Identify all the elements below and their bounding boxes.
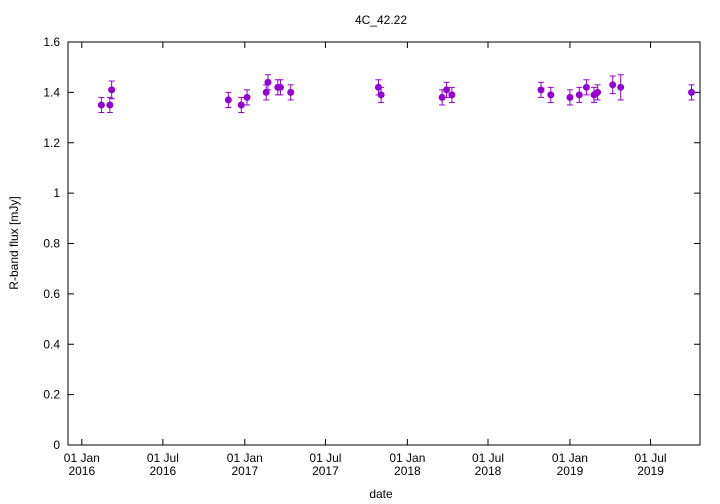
data-point: [243, 89, 251, 106]
data-point: [566, 89, 574, 106]
data-point: [106, 96, 114, 114]
x-tick-label: 01 Jul: [472, 451, 504, 465]
plot-frame: [67, 41, 701, 446]
data-point: [276, 79, 284, 96]
data-marker: [594, 88, 602, 96]
data-marker: [97, 101, 105, 109]
data-marker: [537, 86, 545, 94]
x-tick-label: 01 Jul: [635, 451, 667, 465]
data-point: [262, 84, 270, 101]
data-marker: [264, 78, 272, 86]
data-point: [688, 84, 696, 101]
data-point: [575, 86, 583, 103]
data-point: [448, 86, 456, 103]
y-tick-label: 0.8: [43, 237, 60, 251]
data-marker: [438, 93, 446, 101]
data-point: [537, 81, 545, 98]
data-points: [97, 74, 696, 114]
data-marker: [575, 91, 583, 99]
y-tick-label: 1.2: [43, 136, 60, 150]
data-marker: [547, 91, 555, 99]
data-marker: [276, 83, 284, 91]
y-tick-label: 0.2: [43, 388, 60, 402]
y-tick-label: 0.4: [43, 337, 60, 351]
data-marker: [224, 96, 232, 104]
x-tick-label-year: 2017: [231, 464, 258, 478]
data-marker: [443, 86, 451, 94]
data-point: [97, 96, 105, 114]
data-marker: [243, 93, 251, 101]
data-point: [547, 86, 555, 103]
data-point: [609, 75, 617, 95]
data-marker: [448, 91, 456, 99]
y-tick-label: 0: [53, 438, 60, 452]
x-tick-label-year: 2016: [68, 464, 95, 478]
y-tick-label: 0.6: [43, 287, 60, 301]
y-tick-label: 1.4: [43, 85, 60, 99]
data-marker: [688, 88, 696, 96]
data-marker: [106, 101, 114, 109]
x-tick-label-year: 2019: [637, 464, 664, 478]
x-tick-label-year: 2017: [312, 464, 339, 478]
data-point: [377, 86, 385, 103]
x-tick-label: 01 Jan: [552, 451, 588, 465]
y-axis-title: R-band flux [mJy]: [7, 196, 21, 289]
data-point: [108, 80, 116, 100]
data-marker: [108, 86, 116, 94]
data-marker: [582, 83, 590, 91]
data-point: [443, 81, 451, 98]
chart-title: 4C_42.22: [355, 13, 407, 27]
data-marker: [617, 83, 625, 91]
data-point: [224, 91, 232, 108]
x-tick-label: 01 Jan: [64, 451, 100, 465]
data-marker: [377, 91, 385, 99]
x-tick-label: 01 Jul: [147, 451, 179, 465]
data-point: [594, 84, 602, 101]
data-marker: [287, 88, 295, 96]
x-tick-label-year: 2016: [150, 464, 177, 478]
x-tick-label-year: 2019: [557, 464, 584, 478]
data-marker: [566, 93, 574, 101]
data-marker: [237, 101, 245, 109]
data-point: [287, 84, 295, 101]
x-tick-label: 01 Jan: [227, 451, 263, 465]
x-tick-label: 01 Jul: [309, 451, 341, 465]
x-tick-label-year: 2018: [394, 464, 421, 478]
x-tick-label-year: 2018: [475, 464, 502, 478]
data-point: [582, 79, 590, 96]
data-point: [237, 96, 245, 114]
y-tick-label: 1.6: [43, 35, 60, 49]
x-tick-label: 01 Jan: [389, 451, 425, 465]
y-tick-label: 1: [53, 186, 60, 200]
data-marker: [262, 88, 270, 96]
x-axis-title: date: [369, 487, 393, 501]
data-marker: [609, 81, 617, 89]
data-point: [264, 74, 272, 91]
data-point: [617, 74, 625, 101]
